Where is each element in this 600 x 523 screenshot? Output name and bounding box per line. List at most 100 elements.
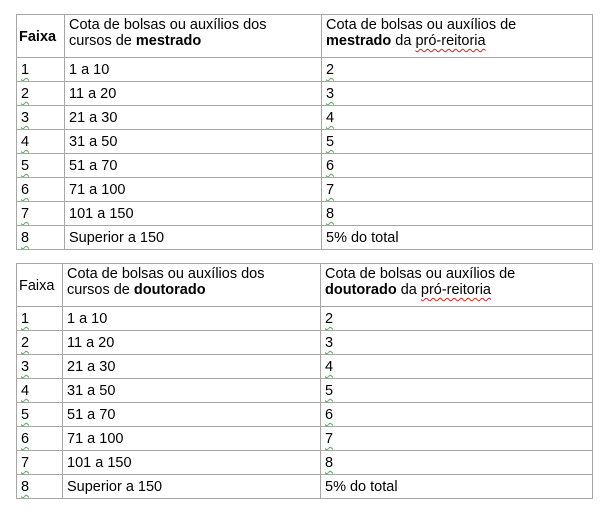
course-quota-value: 51 a 70: [67, 407, 116, 423]
faixa-value: 2: [21, 86, 30, 102]
course-quota-value: 31 a 50: [69, 134, 118, 150]
header-text: pró-reitoria: [420, 282, 491, 298]
course-quota-value: Superior a 150: [67, 479, 163, 495]
faixa-cell: 6: [16, 177, 65, 202]
table-row: 5 51 a 70 6: [16, 153, 593, 178]
faixa-cell: 2: [16, 330, 63, 355]
faixa-cell: 3: [16, 354, 63, 379]
faixa-cell: 4: [16, 129, 65, 154]
proreitoria-quota-value: 5% do total: [325, 479, 398, 495]
table-row: 8 Superior a 150 5% do total: [16, 225, 593, 250]
course-quota-cell: Superior a 150: [62, 474, 321, 499]
header-row: Faixa Cota de bolsas ou auxílios dos curso…: [16, 14, 593, 58]
header-text: Cota de bolsas ou auxílios de: [326, 17, 517, 33]
course-quota-cell: 101 a 150: [62, 450, 321, 475]
proreitoria-quota-value: 8: [325, 455, 334, 471]
header-course-quota: Cota de bolsas ou auxílios dos cursos de …: [64, 14, 322, 58]
header-proreitoria-quota: Cota de bolsas ou auxílios de mestrado da…: [321, 14, 593, 58]
table-row: 1 1 a 10 2: [16, 57, 593, 82]
faixa-value: 1: [21, 62, 30, 78]
course-quota-cell: 31 a 50: [64, 129, 322, 154]
proreitoria-quota-value: 3: [326, 86, 335, 102]
header-bold: doutorado: [133, 282, 206, 298]
course-quota-value: 101 a 150: [69, 206, 134, 222]
proreitoria-quota-cell: 4: [321, 105, 593, 130]
course-quota-cell: 101 a 150: [64, 201, 322, 226]
proreitoria-quota-value: 4: [326, 110, 335, 126]
course-quota-cell: 1 a 10: [62, 306, 321, 331]
faixa-cell: 8: [16, 474, 63, 499]
course-quota-value: 31 a 50: [67, 383, 116, 399]
header-text: pró-reitoria: [415, 33, 486, 49]
proreitoria-quota-value: 3: [325, 335, 334, 351]
header-row: Faixa Cota de bolsas ou auxílios dos curso…: [16, 263, 593, 307]
table-row: 2 11 a 20 3: [16, 330, 593, 355]
header-faixa: Faixa: [16, 263, 63, 307]
header-bold: mestrado: [135, 33, 202, 49]
proreitoria-quota-cell: 5: [320, 378, 593, 403]
proreitoria-quota-cell: 8: [320, 450, 593, 475]
course-quota-value: 71 a 100: [67, 431, 124, 447]
table-row: 4 31 a 50 5: [16, 378, 593, 403]
mestrado-quota-table: Faixa Cota de bolsas ou auxílios dos curso…: [16, 14, 593, 250]
course-quota-value: 11 a 20: [67, 335, 115, 351]
course-quota-value: 101 a 150: [67, 455, 132, 471]
proreitoria-quota-cell: 5% do total: [320, 474, 593, 499]
header-faixa: Faixa: [16, 14, 65, 58]
faixa-cell: 5: [16, 153, 65, 178]
proreitoria-quota-cell: 4: [320, 354, 593, 379]
header-bold: doutorado: [325, 282, 397, 298]
header-text: da: [396, 282, 421, 298]
table-row: 8 Superior a 150 5% do total: [16, 474, 593, 499]
faixa-cell: 7: [16, 201, 65, 226]
doutorado-quota-table: Faixa Cota de bolsas ou auxílios dos curso…: [16, 263, 593, 499]
faixa-cell: 7: [16, 450, 63, 475]
faixa-cell: 5: [16, 402, 63, 427]
course-quota-cell: 21 a 30: [62, 354, 321, 379]
course-quota-value: 1 a 10: [67, 311, 108, 327]
faixa-cell: 6: [16, 426, 63, 451]
header-proreitoria-quota: Cota de bolsas ou auxílios de doutorado d…: [320, 263, 593, 307]
course-quota-cell: 11 a 20: [64, 81, 322, 106]
course-quota-value: 71 a 100: [69, 182, 126, 198]
proreitoria-quota-cell: 8: [321, 201, 593, 226]
course-quota-value: 1 a 10: [69, 62, 110, 78]
faixa-value: 3: [21, 359, 30, 375]
header-text: cursos de: [67, 282, 134, 298]
faixa-cell: 4: [16, 378, 63, 403]
table-row: 5 51 a 70 6: [16, 402, 593, 427]
table-row: 2 11 a 20 3: [16, 81, 593, 106]
faixa-value: 7: [21, 455, 30, 471]
faixa-value: 4: [21, 134, 30, 150]
faixa-value: 5: [21, 158, 30, 174]
faixa-cell: 3: [16, 105, 65, 130]
course-quota-cell: 1 a 10: [64, 57, 322, 82]
table-row: 7 101 a 150 8: [16, 450, 593, 475]
proreitoria-quota-value: 5: [325, 383, 334, 399]
table-row: 6 71 a 100 7: [16, 426, 593, 451]
faixa-label: Faixa: [19, 29, 57, 45]
header-text: da: [391, 33, 416, 49]
course-quota-value: 51 a 70: [69, 158, 118, 174]
course-quota-value: Superior a 150: [69, 230, 165, 246]
faixa-value: 6: [21, 431, 30, 447]
proreitoria-quota-value: 4: [325, 359, 334, 375]
faixa-cell: 1: [16, 306, 63, 331]
faixa-cell: 1: [16, 57, 65, 82]
faixa-value: 8: [21, 230, 30, 246]
course-quota-value: 11 a 20: [69, 86, 117, 102]
table-row: 4 31 a 50 5: [16, 129, 593, 154]
course-quota-cell: Superior a 150: [64, 225, 322, 250]
header-text: Cota de bolsas ou auxílios dos: [67, 266, 265, 282]
course-quota-value: 21 a 30: [67, 359, 116, 375]
faixa-value: 5: [21, 407, 30, 423]
faixa-label: Faixa: [19, 278, 55, 294]
faixa-value: 2: [21, 335, 30, 351]
header-course-quota: Cota de bolsas ou auxílios dos cursos de …: [62, 263, 321, 307]
header-text: Cota de bolsas ou auxílios de: [325, 266, 516, 282]
proreitoria-quota-cell: 3: [321, 81, 593, 106]
faixa-value: 1: [21, 311, 30, 327]
course-quota-value: 21 a 30: [69, 110, 118, 126]
faixa-value: 7: [21, 206, 30, 222]
proreitoria-quota-value: 7: [325, 431, 334, 447]
